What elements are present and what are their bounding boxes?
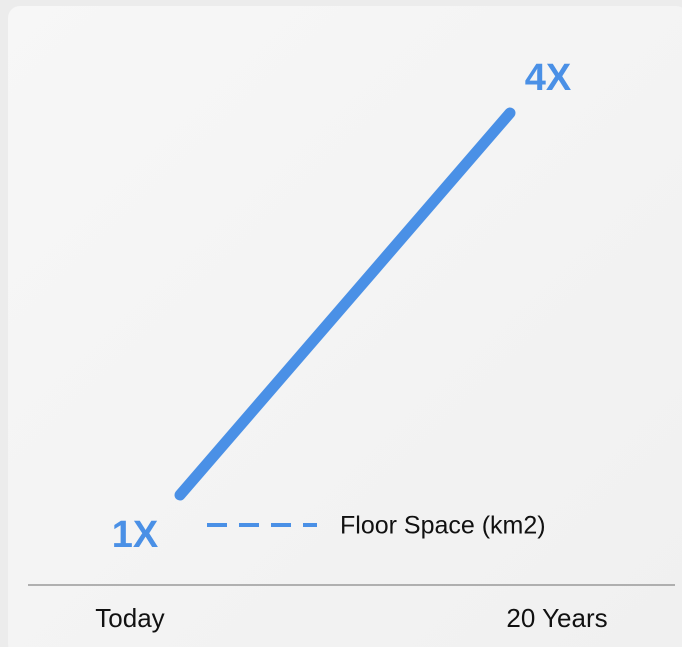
data-label: 1X — [112, 514, 159, 556]
x-tick-label: 20 Years — [506, 603, 607, 633]
x-tick-label: Today — [95, 603, 164, 633]
series-line — [174, 107, 516, 501]
card — [8, 6, 682, 647]
data-label: 4X — [525, 57, 572, 99]
legend-label: Floor Space (km2) — [340, 512, 546, 540]
